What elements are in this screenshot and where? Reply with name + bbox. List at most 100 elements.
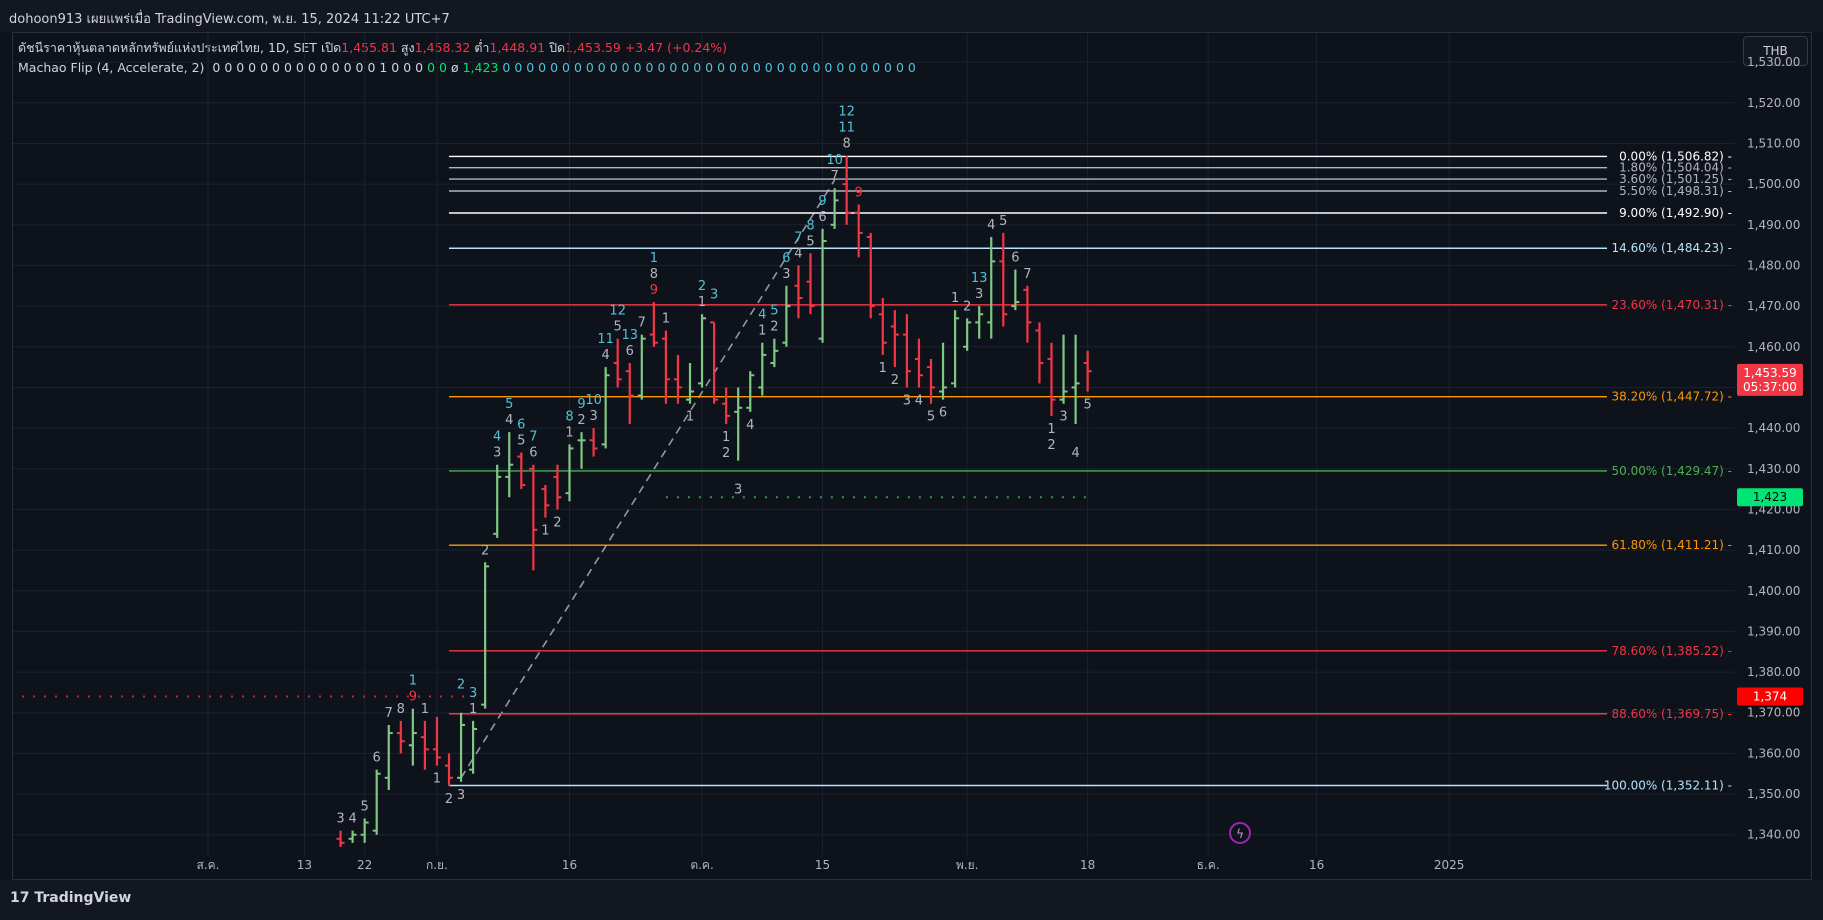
count-label: 2 bbox=[1047, 438, 1055, 453]
trend-line bbox=[460, 179, 836, 779]
indicator-values-c: ø bbox=[450, 60, 459, 75]
count-label: 9 bbox=[818, 194, 826, 209]
x-tick-label: ธ.ค. bbox=[1197, 858, 1220, 872]
count-label: 1 bbox=[686, 410, 694, 425]
y-tick-label: 1,360.00 bbox=[1747, 746, 1800, 760]
y-tick-label: 1,410.00 bbox=[1747, 543, 1800, 557]
count-label: 1 bbox=[469, 702, 477, 717]
open-value: 1,455.81 bbox=[341, 40, 397, 55]
count-label: 12 bbox=[609, 304, 626, 319]
y-tick-label: 1,390.00 bbox=[1747, 624, 1800, 638]
y-tick-label: 1,430.00 bbox=[1747, 462, 1800, 476]
count-label: 1 bbox=[951, 291, 959, 306]
y-tick-label: 1,500.00 bbox=[1747, 177, 1800, 191]
count-label: 4 bbox=[493, 430, 501, 445]
count-label: 5 bbox=[927, 410, 935, 425]
count-label: 4 bbox=[1071, 446, 1079, 461]
count-label: 5 bbox=[517, 434, 525, 449]
x-tick-label: 16 bbox=[1309, 858, 1324, 872]
count-label: 3 bbox=[710, 287, 718, 302]
count-label: 1 bbox=[433, 772, 441, 787]
count-label: 1 bbox=[758, 324, 766, 339]
count-label: 3 bbox=[782, 267, 790, 282]
currency-button[interactable]: THB bbox=[1743, 36, 1808, 66]
open-label: เปิด bbox=[320, 40, 342, 55]
count-label: 1 bbox=[1047, 422, 1055, 437]
tradingview-logo[interactable]: 𝟭𝟳 TradingView bbox=[10, 890, 132, 906]
fib-level-label: 5.50% (1,498.31) - bbox=[1619, 184, 1732, 198]
x-tick-label: 18 bbox=[1080, 858, 1095, 872]
legend-indicator-row: Machao Flip (4, Accelerate, 2) 0 0 0 0 0… bbox=[18, 58, 916, 78]
count-label: 3 bbox=[469, 686, 477, 701]
count-label: 1 bbox=[565, 425, 573, 440]
count-label: 11 bbox=[838, 121, 855, 136]
y-tick-label: 1,490.00 bbox=[1747, 218, 1800, 232]
y-tick-label: 1,370.00 bbox=[1747, 706, 1800, 720]
count-label: 1 bbox=[722, 430, 730, 445]
x-tick-label: ส.ค. bbox=[197, 858, 220, 872]
count-label: 4 bbox=[915, 393, 923, 408]
y-tick-label: 1,520.00 bbox=[1747, 96, 1800, 110]
price-chart[interactable]: 1,340.00 1,350.00 1,360.00 1,370.00 1,380.00… bbox=[0, 0, 1823, 880]
legend-main-row: ดัชนีราคาหุ้นตลาดหลักทรัพย์แห่งประเทศไทย… bbox=[18, 38, 916, 58]
count-label: 3 bbox=[975, 287, 983, 302]
count-label: 3 bbox=[1059, 410, 1067, 425]
count-label: 2 bbox=[770, 320, 778, 335]
count-label: 5 bbox=[1084, 398, 1092, 413]
count-label: 3 bbox=[493, 446, 501, 461]
count-label: 1 bbox=[409, 674, 417, 689]
count-label: 7 bbox=[830, 169, 838, 184]
count-label: 4 bbox=[505, 413, 513, 428]
x-tick-label: 22 bbox=[357, 858, 372, 872]
high-value: 1,458.32 bbox=[414, 40, 471, 55]
count-label: 7 bbox=[385, 706, 393, 721]
fib-level-label: 14.60% (1,484.23) - bbox=[1611, 241, 1732, 255]
count-label: 9 bbox=[409, 690, 417, 705]
x-tick-label: 15 bbox=[815, 858, 830, 872]
legend: ดัชนีราคาหุ้นตลาดหลักทรัพย์แห่งประเทศไทย… bbox=[18, 38, 916, 78]
count-label: 5 bbox=[806, 234, 814, 249]
count-label: 2 bbox=[457, 678, 465, 693]
count-label: 2 bbox=[722, 446, 730, 461]
y-tick-label: 1,400.00 bbox=[1747, 584, 1800, 598]
fib-level-label: 0.00% (1,506.82) - bbox=[1619, 149, 1732, 163]
count-label: 7 bbox=[794, 230, 802, 245]
fib-level-label: 3.60% (1,501.25) - bbox=[1619, 172, 1732, 186]
count-label: 7 bbox=[638, 316, 646, 331]
count-label: 10 bbox=[585, 393, 602, 408]
count-label: 3 bbox=[903, 393, 911, 408]
count-label: 9 bbox=[650, 283, 658, 298]
fib-level-label: 38.20% (1,447.72) - bbox=[1611, 390, 1732, 404]
count-label: 1 bbox=[421, 702, 429, 717]
price-tag-label: 1,453.59 bbox=[1743, 366, 1796, 380]
x-tick-label: 2025 bbox=[1434, 858, 1465, 872]
count-label: 8 bbox=[806, 218, 814, 233]
count-label: 2 bbox=[481, 543, 489, 558]
symbol-title[interactable]: ดัชนีราคาหุ้นตลาดหลักทรัพย์แห่งประเทศไทย… bbox=[18, 40, 317, 55]
fib-level-label: 78.60% (1,385.22) - bbox=[1611, 644, 1732, 658]
fib-level-label: 88.60% (1,369.75) - bbox=[1611, 707, 1732, 721]
indicator-values-d: 0 0 0 0 0 0 0 0 0 0 0 0 0 bbox=[502, 60, 654, 75]
count-label: 8 bbox=[843, 137, 851, 152]
count-label: 2 bbox=[963, 299, 971, 314]
price-tag bbox=[1737, 687, 1803, 706]
indicator-name[interactable]: Machao Flip (4, Accelerate, 2) bbox=[18, 60, 205, 75]
count-label: 8 bbox=[397, 702, 405, 717]
x-tick-label: พ.ย. bbox=[956, 858, 979, 872]
count-label: 4 bbox=[602, 348, 610, 363]
top-bar: dohoon913 เผยแพร่เมื่อ TradingView.com, … bbox=[0, 0, 1823, 32]
x-tick-label: ก.ย. bbox=[426, 858, 448, 872]
count-label: 2 bbox=[577, 413, 585, 428]
x-tick-label: ต.ค. bbox=[690, 858, 713, 872]
chart-frame bbox=[12, 32, 1812, 880]
bottom-bar bbox=[0, 880, 1823, 920]
count-label: 2 bbox=[553, 515, 561, 530]
count-label: 7 bbox=[529, 430, 537, 445]
count-label: 1 bbox=[698, 295, 706, 310]
y-tick-label: 1,480.00 bbox=[1747, 258, 1800, 272]
x-tick-label: 13 bbox=[297, 858, 312, 872]
count-label: 8 bbox=[565, 409, 573, 424]
publish-info: dohoon913 เผยแพร่เมื่อ TradingView.com, … bbox=[9, 12, 450, 27]
count-label: 3 bbox=[336, 812, 344, 827]
fib-level-label: 61.80% (1,411.21) - bbox=[1611, 538, 1732, 552]
